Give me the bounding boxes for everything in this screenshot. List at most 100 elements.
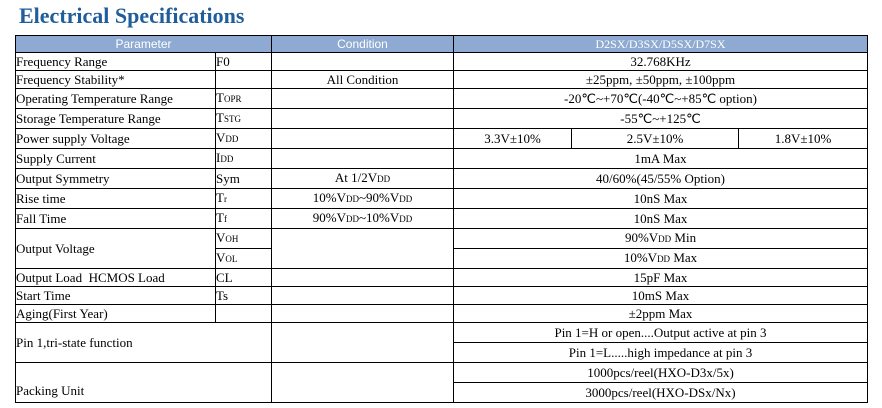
table-row: Pin 1,tri-state function Pin 1=H or open… [15,322,869,363]
table-row: Output Symmetry Sym At 1/2VDD 40/60%(45/… [15,168,869,189]
param-packing-unit: Packing Unit [15,362,272,403]
symbol-sub: OL [225,254,238,264]
condition [271,88,454,109]
table-row: Frequency Range F0 32.768KHz [15,52,869,71]
value: -20℃~+70℃(-40℃~+85℃ option) [452,88,869,109]
param-output-symmetry: Output Symmetry [15,168,216,189]
value: ±25ppm, ±50ppm, ±100ppm [452,70,869,89]
condition-main: At 1/2V [334,170,378,185]
value-part: Min [671,230,697,245]
condition [271,128,454,149]
symbol: VDD [215,128,272,149]
value-pin1-high: Pin 1=H or open....Output active at pin … [452,322,869,343]
symbol-main: T [216,190,224,205]
table-row: Power supply Voltage VDD 3.3V±10% 2.5V±1… [15,128,869,149]
param-supply-current: Supply Current [15,148,216,169]
value-sub: DD [658,234,672,244]
table-row: VOL 10%VDD Max [16,248,869,269]
param-storage-temperature: Storage Temperature Range [15,108,216,129]
condition-sub: DD [345,214,359,224]
param-power-supply-voltage: Power supply Voltage [15,128,216,149]
symbol-sub: DD [220,154,234,164]
value-part: Max [670,250,698,265]
symbol-voh: VOH [215,228,272,249]
symbol: Sym [215,168,272,189]
symbol-main: T [216,110,224,125]
value-voh: 90%VDD Min [452,228,869,249]
condition [271,322,454,363]
condition [271,304,454,323]
condition [271,286,454,305]
symbol [215,304,272,323]
value: 15pF Max [452,268,869,287]
param-pin1-tristate: Pin 1,tri-state function [15,322,272,363]
value: 10nS Max [452,208,869,229]
value: 1mA Max [452,148,869,169]
value-packing-1000: 1000pcs/reel(HXO-D3x/5x) [452,362,869,383]
param-operating-temperature: Operating Temperature Range [15,88,216,109]
table-row: Output Load HCMOS Load CL 15pF Max [15,268,869,287]
symbol: Tr [215,188,272,209]
symbol: Ts [215,286,272,305]
condition [271,148,454,169]
condition-sub: DD [377,174,391,184]
value-2v5: 2.5V±10% [571,128,739,149]
value: ±2ppm Max [452,304,869,323]
symbol-sub: OH [225,234,239,244]
value-part: 10%V [623,250,658,265]
param-frequency-stability: Frequency Stability* [15,70,216,89]
param-frequency-range: Frequency Range [15,52,216,71]
value-packing-3000: 3000pcs/reel(HXO-DSx/Nx) [452,382,869,403]
table-row: Operating Temperature Range TOPR -20℃~+7… [15,88,869,109]
value-1v8: 1.8V±10% [737,128,869,149]
symbol-sub: DD [225,134,239,144]
symbol-sub: f [223,214,227,224]
value-part: 90%V [624,230,659,245]
symbol-main: T [216,90,224,105]
table-row: 3000pcs/reel(HXO-DSx/Nx) [16,382,869,403]
condition [271,108,454,129]
symbol: CL [215,268,272,287]
symbol-main: T [216,210,224,225]
symbol-sub: r [223,194,227,204]
condition-sub: DD [345,194,359,204]
value: 40/60%(45/55% Option) [452,168,869,189]
value-sub: DD [657,254,671,264]
condition-part: ~90%V [358,190,400,205]
table-row: Output Voltage VOH 90%VDD Min [15,228,869,269]
param-output-load: Output Load HCMOS Load [15,268,216,287]
param-aging: Aging(First Year) [15,304,216,323]
param-output-voltage: Output Voltage [15,228,216,269]
symbol: TSTG [215,108,272,129]
table-row: Aging(First Year) ±2ppm Max [15,304,869,323]
page-title: Electrical Specifications [19,3,245,28]
value: -55℃~+125℃ [452,108,869,129]
symbol: TOPR [215,88,272,109]
symbol-main: V [216,130,226,145]
symbol-sub: STG [223,114,241,124]
symbol: F0 [215,52,272,71]
symbol-main: V [216,230,226,245]
condition: 90%VDD~10%VDD [271,208,454,229]
value-3v3: 3.3V±10% [453,128,572,149]
param-start-time: Start Time [15,286,216,305]
condition-part: 90%V [312,210,346,225]
value-vol: 10%VDD Max [452,248,869,269]
condition [271,268,454,287]
table-row: Supply Current IDD 1mA Max [15,148,869,169]
condition-sub: DD [399,194,413,204]
table-row: Fall Time Tf 90%VDD~10%VDD 10nS Max [15,208,869,229]
table-row: Storage Temperature Range TSTG -55℃~+125… [15,108,869,129]
value: 10mS Max [452,286,869,305]
symbol-main: I [216,150,221,165]
condition: At 1/2VDD [271,168,454,189]
param-rise-time: Rise time [15,188,216,209]
spec-table: Parameter Condition D2SX/D3SX/D5SX/D7SX … [15,35,869,403]
symbol [215,70,272,89]
condition-part: ~10%V [358,210,400,225]
header-parameter: Parameter [15,35,272,53]
symbol-main: V [216,250,226,265]
condition [271,228,454,269]
header-models: D2SX/D3SX/D5SX/D7SX [452,35,869,53]
symbol-sub: OPR [223,94,242,104]
